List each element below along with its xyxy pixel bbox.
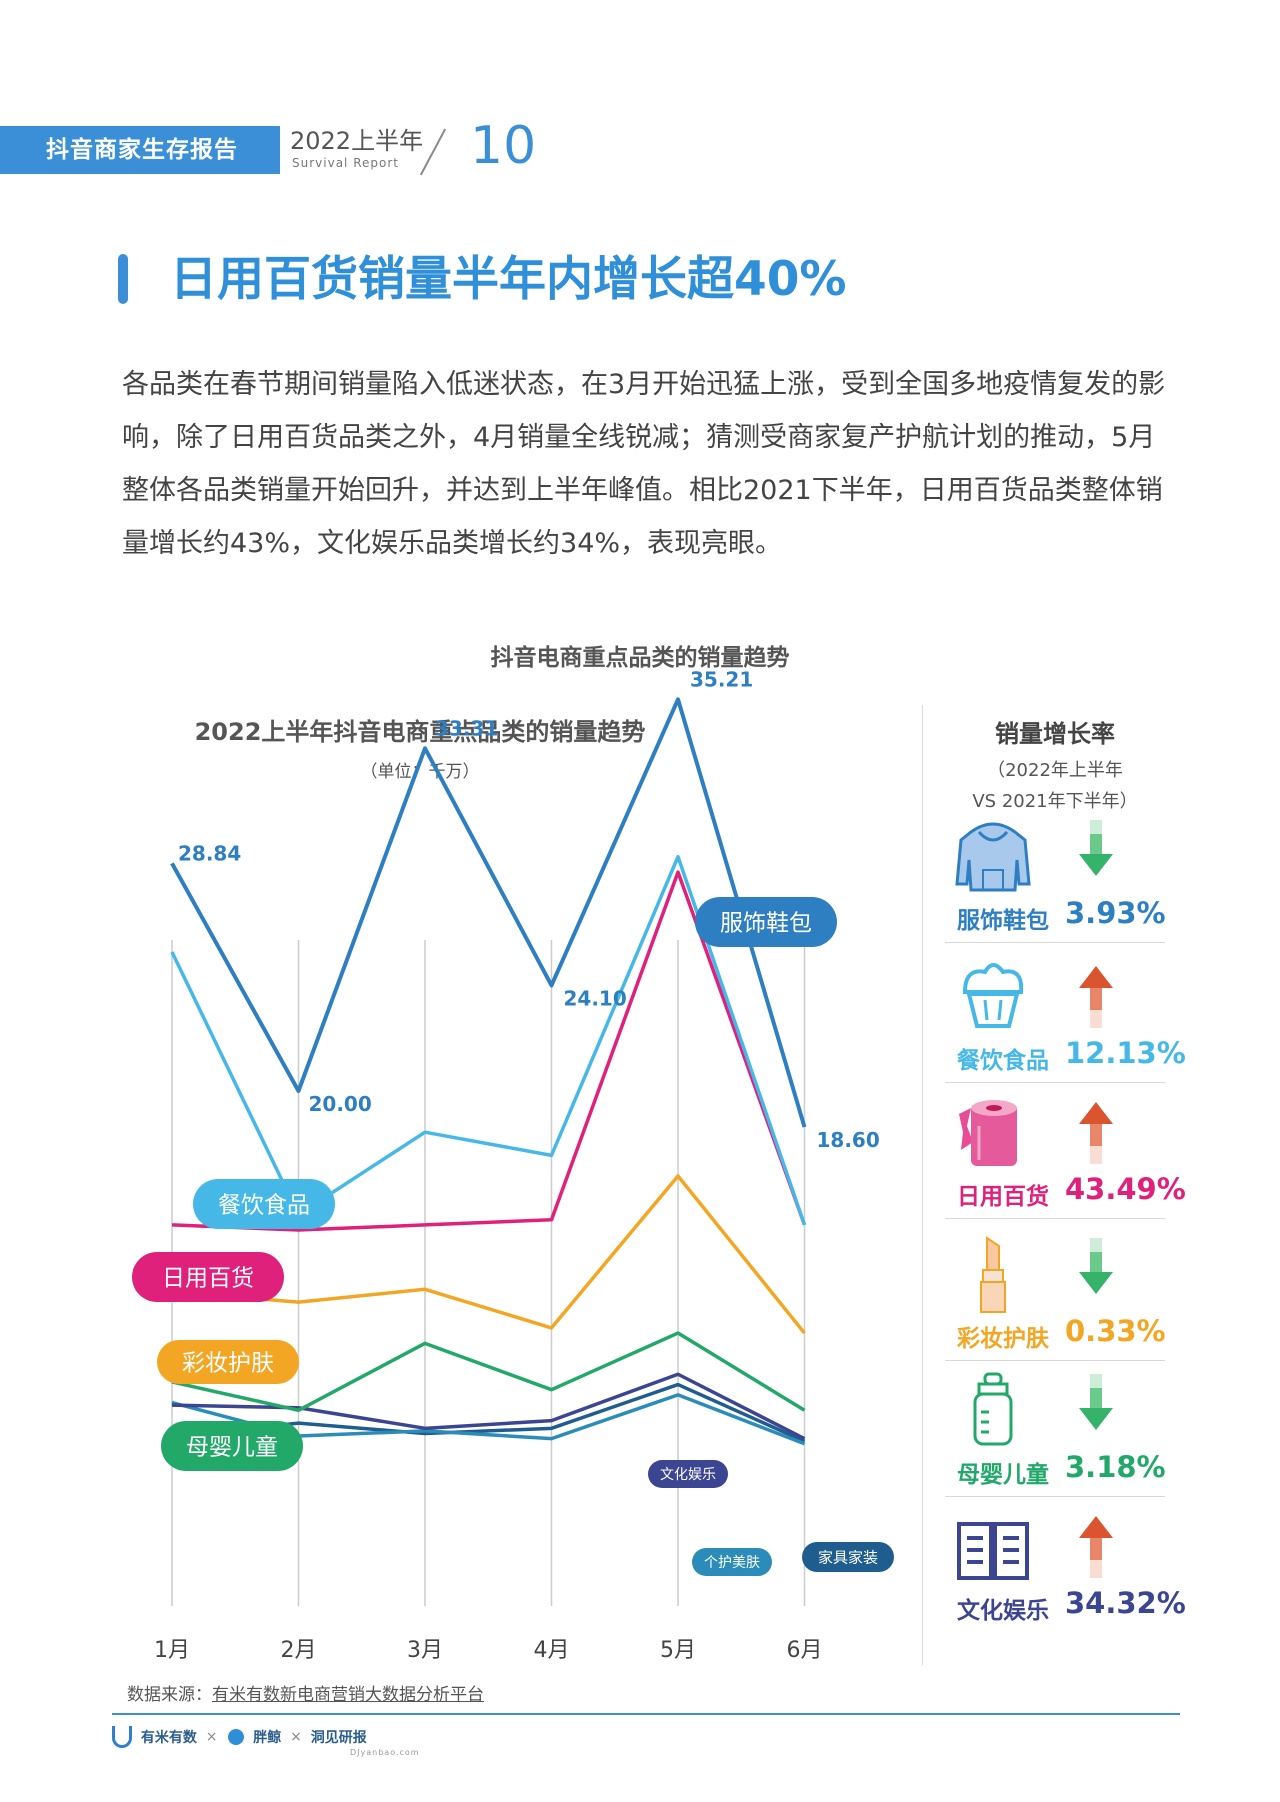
growth-category: 文化娱乐 <box>957 1598 1049 1624</box>
line-chart-unit: （单位：千万） <box>361 762 480 782</box>
data-label: 24.10 <box>564 986 627 1010</box>
lipstick-icon <box>980 1236 1113 1313</box>
youmi-logo-icon <box>112 1726 132 1748</box>
data-source: 数据来源：有米有数新电商营销大数据分析平台 <box>127 1680 484 1705</box>
series-pill <box>132 1252 284 1302</box>
page-headline: 日用百货销量半年内增长超40% <box>170 252 847 307</box>
logo-djyanbao: 洞见研报 <box>310 1730 367 1746</box>
series-pill-label: 日用百货 <box>162 1265 254 1291</box>
toilet-paper-icon <box>959 1100 1113 1166</box>
data-label: 28.84 <box>178 841 241 865</box>
logo-separator: × <box>290 1729 302 1745</box>
growth-category: 母婴儿童 <box>957 1462 1049 1488</box>
data-label: 35.21 <box>690 667 753 691</box>
series-pill <box>695 897 837 947</box>
growth-separator <box>945 942 1165 943</box>
body-paragraph: 各品类在春节期间销量陷入低迷状态，在3月开始迅猛上涨，受到全国多地疫情复发的影响… <box>122 369 1166 559</box>
header-bar <box>0 126 280 174</box>
source-link[interactable]: 有米有数新电商营销大数据分析平台 <box>212 1685 484 1705</box>
growth-item: 文化娱乐 34.32% <box>935 1500 1186 1640</box>
figure-title: 抖音电商重点品类的销量趋势 <box>490 645 790 671</box>
growth-separator <box>945 1496 1165 1497</box>
footer-logos: 有米有数 × 胖鲸 × 洞见研报 DJyanbao.com <box>112 1726 419 1757</box>
data-label: 18.60 <box>817 1128 880 1152</box>
growth-subtitle-1: （2022年上半年 <box>987 760 1123 781</box>
growth-separator <box>945 1218 1165 1219</box>
growth-value: 0.33% <box>1065 1314 1166 1348</box>
data-label: 20.00 <box>309 1092 372 1116</box>
report-label: 抖音商家生存报告 <box>46 137 238 163</box>
series-pill-label: 彩妆护肤 <box>182 1350 274 1376</box>
pangjing-logo-icon <box>228 1729 245 1745</box>
series-pill-label: 服饰鞋包 <box>720 910 812 936</box>
growth-value: 43.49% <box>1065 1172 1186 1206</box>
logo-pangjing: 胖鲸 <box>253 1730 282 1746</box>
growth-value: 12.13% <box>1065 1036 1186 1070</box>
book-icon <box>957 1516 1113 1580</box>
series-pill <box>161 1421 303 1471</box>
series-pill <box>157 1340 299 1384</box>
report-period: 2022上半年 <box>290 127 424 155</box>
series-line <box>171 1331 806 1413</box>
series-pill-label: 个护美肤 <box>704 1555 760 1571</box>
page-number: 10 <box>470 116 537 176</box>
growth-subtitle-2: VS 2021年下半年） <box>972 791 1138 812</box>
series-pill-label: 文化娱乐 <box>660 1467 716 1483</box>
series-line <box>170 697 807 1128</box>
growth-item: 母婴儿童 3.18% <box>935 1364 1175 1504</box>
growth-item: 餐饮食品 12.13% <box>935 950 1186 1090</box>
logo-djyanbao-url: DJyanbao.com <box>350 1748 420 1757</box>
series-pill <box>692 1548 772 1576</box>
baby-bottle-icon <box>973 1372 1113 1446</box>
x-tick-label: 6月 <box>787 1638 823 1663</box>
growth-category: 餐饮食品 <box>957 1048 1049 1074</box>
hoodie-icon <box>955 820 1113 892</box>
data-label: 33.31 <box>435 716 498 740</box>
growth-separator <box>945 1360 1165 1361</box>
line-chart-title: 2022上半年抖音电商重点品类的销量趋势 <box>195 718 646 746</box>
x-tick-label: 5月 <box>660 1638 696 1663</box>
growth-separator <box>945 1082 1165 1083</box>
growth-category: 彩妆护肤 <box>957 1326 1049 1352</box>
series-line <box>171 1174 806 1335</box>
source-prefix: 数据来源： <box>127 1685 212 1705</box>
series-pill <box>193 1179 335 1229</box>
growth-item: 服饰鞋包 3.93% <box>935 810 1175 950</box>
report-period-en: Survival Report <box>292 156 399 170</box>
x-tick-label: 2月 <box>281 1638 317 1663</box>
growth-value: 3.93% <box>1065 896 1166 930</box>
panel-divider <box>922 705 923 1665</box>
growth-title: 销量增长率 <box>995 720 1115 748</box>
logo-separator: × <box>205 1729 218 1745</box>
series-pill <box>802 1542 894 1572</box>
headline-accent <box>118 254 128 304</box>
growth-value: 34.32% <box>1065 1586 1186 1620</box>
growth-category: 日用百货 <box>957 1184 1049 1210</box>
x-tick-label: 4月 <box>534 1638 570 1663</box>
cupcake-icon <box>962 963 1113 1028</box>
footer-line <box>112 1713 1180 1715</box>
logo-youmi: 有米有数 <box>140 1730 197 1746</box>
growth-item: 彩妆护肤 0.33% <box>935 1228 1175 1368</box>
series-pill <box>648 1460 728 1488</box>
growth-value: 3.18% <box>1065 1450 1166 1484</box>
series-pill-label: 母婴儿童 <box>186 1434 278 1460</box>
x-tick-label: 1月 <box>154 1638 190 1663</box>
series-pill-label: 家具家装 <box>818 1548 878 1566</box>
series-pill-label: 餐饮食品 <box>218 1192 310 1218</box>
growth-item: 日用百货 43.49% <box>935 1086 1186 1226</box>
x-tick-label: 3月 <box>407 1638 443 1663</box>
growth-category: 服饰鞋包 <box>957 908 1049 934</box>
